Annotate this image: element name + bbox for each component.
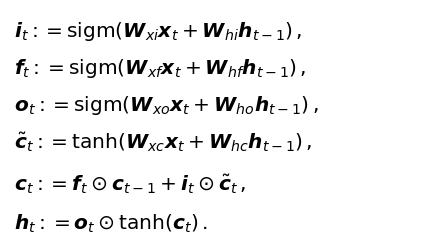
Text: $\tilde{\boldsymbol{c}}_t := \tanh(\boldsymbol{W}_{xc}\boldsymbol{x}_t + \boldsy: $\tilde{\boldsymbol{c}}_t := \tanh(\bold… [14, 130, 313, 154]
Text: $\boldsymbol{f}_t := \mathrm{sigm}(\boldsymbol{W}_{xf}\boldsymbol{x}_t + \boldsy: $\boldsymbol{f}_t := \mathrm{sigm}(\bold… [14, 57, 307, 80]
Text: $\boldsymbol{o}_t := \mathrm{sigm}(\boldsymbol{W}_{xo}\boldsymbol{x}_t + \boldsy: $\boldsymbol{o}_t := \mathrm{sigm}(\bold… [14, 94, 319, 117]
Text: $\boldsymbol{i}_t := \mathrm{sigm}(\boldsymbol{W}_{xi}\boldsymbol{x}_t + \boldsy: $\boldsymbol{i}_t := \mathrm{sigm}(\bold… [14, 20, 303, 42]
Text: $\boldsymbol{c}_t := \boldsymbol{f}_t \odot \boldsymbol{c}_{t-1} + \boldsymbol{i: $\boldsymbol{c}_t := \boldsymbol{f}_t \o… [14, 172, 246, 196]
Text: $\boldsymbol{h}_t := \boldsymbol{o}_t \odot \tanh(\boldsymbol{c}_t)\,.$: $\boldsymbol{h}_t := \boldsymbol{o}_t \o… [14, 213, 208, 235]
